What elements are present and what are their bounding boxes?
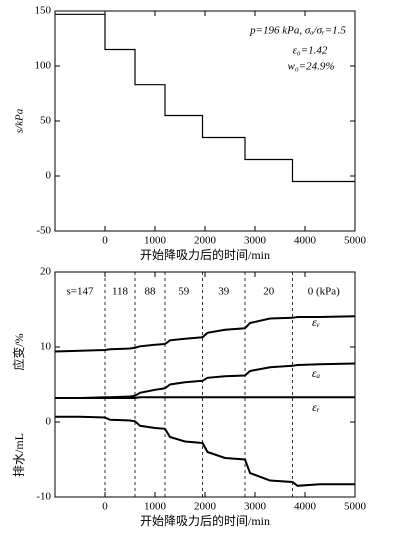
x-tick-label: 4000 bbox=[294, 501, 317, 513]
annotation: p=196 kPa, σₐ/σᵣ=1.5 bbox=[249, 25, 346, 37]
x-tick-label: 4000 bbox=[294, 235, 317, 247]
x-axis-label: 开始降吸力后的时间/min bbox=[140, 247, 270, 262]
series-label: εₐ bbox=[312, 366, 321, 380]
x-tick-label: 5000 bbox=[344, 501, 367, 513]
x-axis-label: 开始降吸力后的时间/min bbox=[140, 513, 270, 528]
x-tick-label: 5000 bbox=[344, 235, 367, 247]
series-label: εᵣ bbox=[312, 400, 320, 414]
stage-label: 0 (kPa) bbox=[308, 286, 340, 298]
x-tick-label: 2000 bbox=[194, 501, 217, 513]
x-tick-label: 0 bbox=[102, 501, 108, 513]
stage-label: 88 bbox=[145, 286, 157, 298]
y-tick-label: 0 bbox=[46, 170, 52, 182]
x-tick-label: 1000 bbox=[144, 235, 167, 247]
x-tick-label: 0 bbox=[102, 235, 108, 247]
y-tick-label: -10 bbox=[36, 491, 51, 503]
x-tick-label: 3000 bbox=[244, 235, 267, 247]
data-line bbox=[55, 396, 355, 399]
annotation: w₀=24.9% bbox=[288, 61, 335, 73]
y-tick-label: 150 bbox=[35, 5, 52, 17]
stage-label: 118 bbox=[112, 286, 129, 298]
stage-label: s=147 bbox=[67, 286, 94, 298]
data-line bbox=[55, 13, 355, 183]
stage-label: 39 bbox=[218, 286, 230, 298]
stage-label: 20 bbox=[263, 286, 275, 298]
y-tick-label: 0 bbox=[46, 416, 52, 428]
series-label: εᵥ bbox=[312, 315, 320, 329]
y-axis-label: 应变/% bbox=[11, 333, 26, 370]
y-axis-label: s/kPa bbox=[14, 108, 26, 133]
x-tick-label: 1000 bbox=[144, 501, 167, 513]
y-tick-label: 10 bbox=[40, 341, 52, 353]
data-line bbox=[55, 362, 356, 399]
x-tick-label: 2000 bbox=[194, 235, 217, 247]
stage-label: 59 bbox=[178, 286, 190, 298]
y-tick-label: 100 bbox=[35, 60, 52, 72]
y-axis-label: 排水/mL bbox=[12, 433, 26, 477]
data-line bbox=[54, 315, 356, 353]
annotation: ε₀=1.42 bbox=[293, 45, 328, 57]
y-tick-label: 20 bbox=[40, 266, 52, 278]
y-tick-label: 50 bbox=[40, 115, 52, 127]
x-tick-label: 3000 bbox=[244, 501, 267, 513]
plot-frame bbox=[54, 271, 356, 498]
y-tick-label: -50 bbox=[36, 225, 51, 237]
data-line bbox=[55, 415, 355, 487]
